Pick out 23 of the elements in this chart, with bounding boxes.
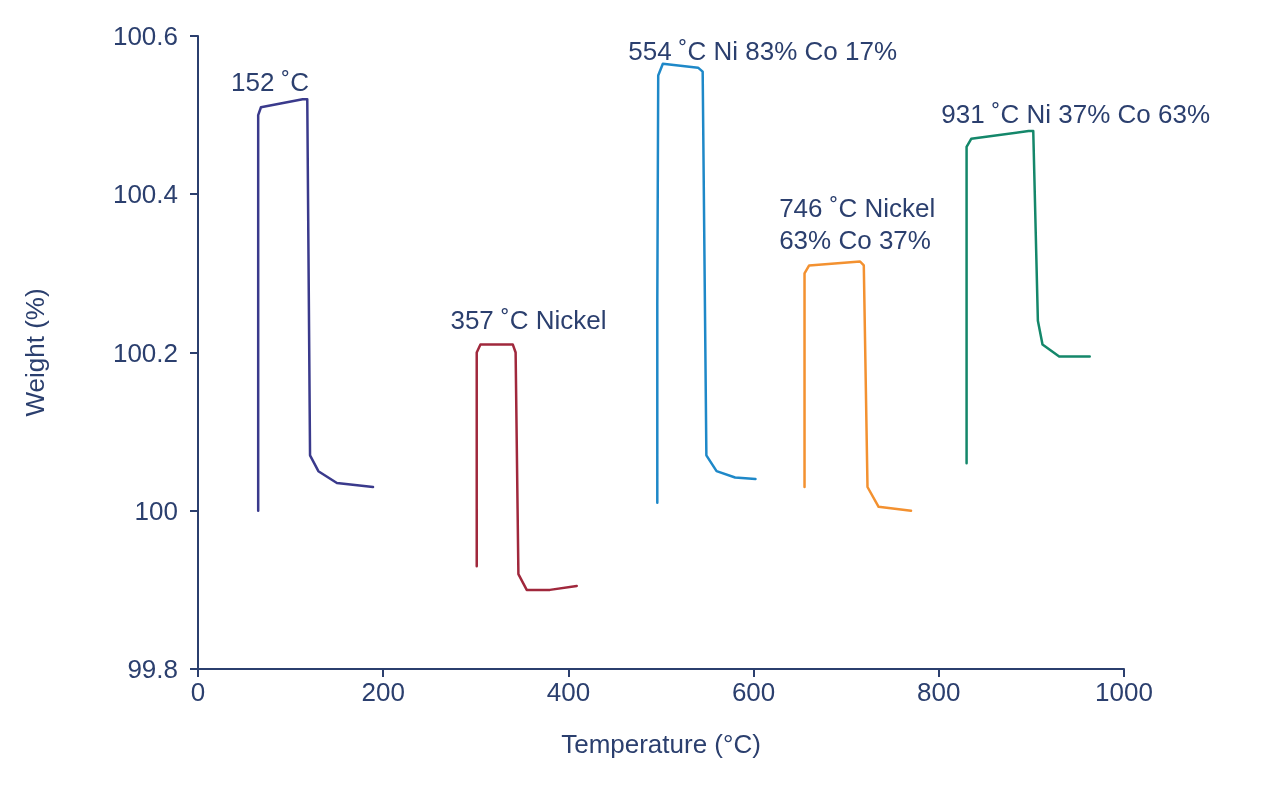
line-series [656, 62, 757, 505]
x-tick-label: 1000 [1095, 677, 1153, 707]
y-tick-label: 99.8 [127, 654, 178, 684]
x-tick-label: 400 [546, 677, 591, 707]
series-label: 152 ˚C [230, 67, 310, 98]
line-series [965, 129, 1091, 465]
line-series [475, 343, 578, 592]
series-label: 357 ˚C Nickel [450, 304, 607, 335]
y-tick-label: 100 [134, 495, 178, 526]
line-series [803, 260, 913, 512]
y-tick-label: 100.2 [112, 337, 178, 368]
series-label: 931 ˚C Ni 37% Co 63% [941, 98, 1211, 129]
x-axis-title: Temperature (°C) [561, 729, 761, 759]
x-tick-label: 200 [361, 677, 405, 707]
y-tick-label: 100.6 [112, 21, 178, 51]
series-label: 746 ˚C Nickel 63% Co 37% [779, 193, 936, 256]
x-tick-label: 0 [190, 677, 206, 707]
line-series [256, 98, 375, 512]
x-tick-label: 800 [917, 677, 961, 707]
series-label: 554 ˚C Ni 83% Co 17% [628, 35, 898, 66]
y-axis-title: Weight (%) [20, 288, 50, 417]
y-tick-label: 100.4 [112, 179, 178, 210]
x-tick-label: 600 [731, 677, 776, 707]
